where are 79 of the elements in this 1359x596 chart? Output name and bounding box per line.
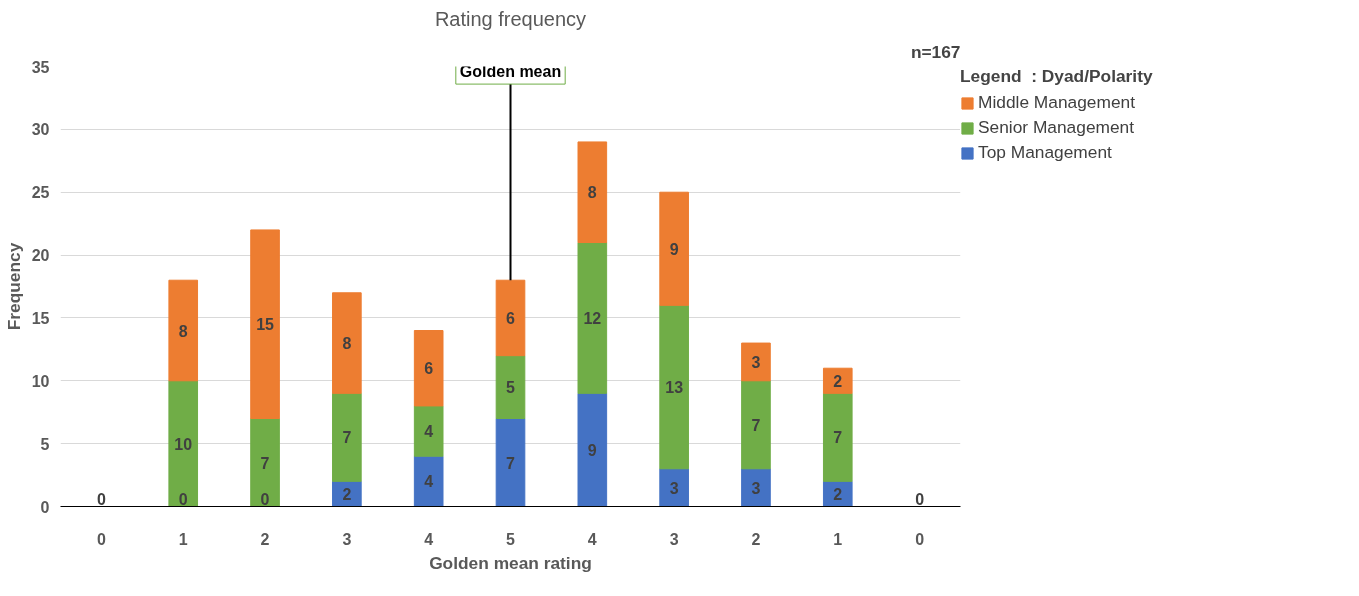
data-label: 2 xyxy=(342,485,352,503)
legend-label: Middle Management xyxy=(978,92,1136,113)
bar xyxy=(495,418,526,507)
bar xyxy=(413,405,444,457)
data-label: 3 xyxy=(751,353,761,371)
legend-title: Legend : Dyad/Polarity xyxy=(960,66,1153,87)
bar xyxy=(332,392,362,482)
x-tick-label: 2 xyxy=(260,530,270,548)
y-tick-label: 5 xyxy=(40,435,50,453)
x-tick-label: 1 xyxy=(833,530,843,548)
x-axis-title: Golden mean rating xyxy=(429,552,592,573)
y-tick-label: 35 xyxy=(31,58,50,76)
bar xyxy=(577,141,608,243)
bar xyxy=(577,392,608,507)
data-label: 13 xyxy=(665,379,684,397)
x-tick-label: 4 xyxy=(424,530,434,548)
data-label: 4 xyxy=(424,423,434,441)
bar xyxy=(168,380,199,507)
x-tick-label: 5 xyxy=(506,530,516,548)
data-label: 10 xyxy=(174,435,193,453)
bar xyxy=(659,191,689,306)
bar xyxy=(741,468,771,507)
chart-title: Rating frequency xyxy=(434,7,587,30)
bar xyxy=(250,229,280,419)
bar xyxy=(822,367,853,394)
bar xyxy=(741,342,771,382)
data-label: 15 xyxy=(256,316,275,334)
data-label: 2 xyxy=(833,372,843,390)
data-label: 3 xyxy=(751,479,761,497)
bar xyxy=(659,468,689,507)
data-label: 12 xyxy=(583,309,602,327)
text: n=167 xyxy=(910,41,961,62)
legend-label: Top Management xyxy=(978,142,1112,163)
data-label: 4 xyxy=(424,473,434,491)
bar xyxy=(822,392,853,482)
data-label: 7 xyxy=(342,429,352,447)
bar xyxy=(413,455,444,507)
x-tick-label: 1 xyxy=(178,530,188,548)
data-label: 6 xyxy=(506,309,516,327)
x-tick-label: 4 xyxy=(587,530,597,548)
bar xyxy=(413,330,444,407)
data-label: 7 xyxy=(751,416,761,434)
y-tick-label: 15 xyxy=(31,309,50,327)
data-label: 7 xyxy=(260,454,270,472)
y-tick-label: 10 xyxy=(31,372,50,390)
data-label: 6 xyxy=(424,360,434,378)
bar xyxy=(741,380,771,470)
data-label: 0 xyxy=(260,490,270,508)
data-label: 3 xyxy=(669,479,679,497)
data-label: 0 xyxy=(915,490,925,508)
bar xyxy=(250,418,280,507)
data-label: 9 xyxy=(587,441,597,459)
bar xyxy=(332,292,362,394)
data-label: 8 xyxy=(178,322,188,340)
data-label: 7 xyxy=(833,429,843,447)
data-label: 9 xyxy=(669,240,679,258)
bar xyxy=(168,279,199,382)
y-tick-label: 30 xyxy=(31,121,50,139)
bar xyxy=(495,355,526,419)
x-tick-label: 2 xyxy=(751,530,761,548)
bar xyxy=(577,242,608,394)
data-label: 5 xyxy=(506,379,516,397)
data-label: 0 xyxy=(178,490,188,508)
x-tick-label: 0 xyxy=(96,530,106,548)
data-label: 7 xyxy=(506,454,516,472)
bar xyxy=(495,279,526,357)
y-tick-label: 25 xyxy=(31,184,50,202)
x-tick-label: 3 xyxy=(669,530,679,548)
y-tick-label: 0 xyxy=(40,498,50,516)
x-tick-label: 3 xyxy=(342,530,352,548)
legend-label: Senior Management xyxy=(978,117,1135,138)
y-axis-title: Frequency xyxy=(3,242,24,331)
data-label: 2 xyxy=(833,485,843,503)
x-tick-label: 0 xyxy=(915,530,925,548)
data-label: 8 xyxy=(587,184,597,202)
y-tick-label: 20 xyxy=(31,247,50,265)
data-label: 8 xyxy=(342,335,352,353)
data-label: 0 xyxy=(96,490,106,508)
bar xyxy=(659,304,689,470)
